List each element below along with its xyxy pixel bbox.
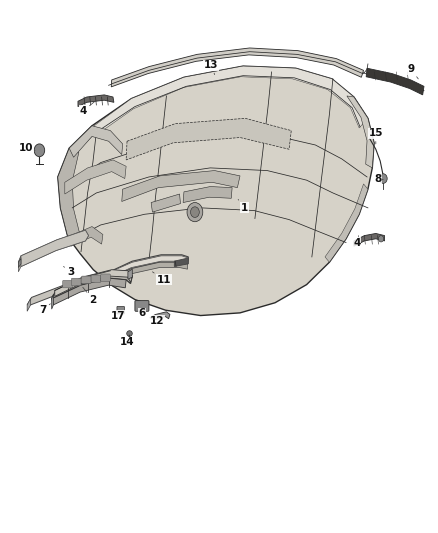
Text: 17: 17 xyxy=(111,311,126,320)
Polygon shape xyxy=(52,294,53,309)
Polygon shape xyxy=(18,230,88,266)
Text: 14: 14 xyxy=(120,335,134,347)
Polygon shape xyxy=(110,256,188,277)
Polygon shape xyxy=(150,312,170,320)
Polygon shape xyxy=(69,126,96,154)
Circle shape xyxy=(34,144,45,157)
FancyBboxPatch shape xyxy=(81,276,91,284)
Polygon shape xyxy=(107,262,187,284)
FancyBboxPatch shape xyxy=(117,306,124,314)
Text: 9: 9 xyxy=(407,64,418,79)
Text: 11: 11 xyxy=(152,272,172,285)
Text: 1: 1 xyxy=(238,199,248,213)
Polygon shape xyxy=(65,160,126,194)
Text: 15: 15 xyxy=(368,128,383,144)
FancyBboxPatch shape xyxy=(135,301,149,311)
Polygon shape xyxy=(69,126,123,157)
Text: 4: 4 xyxy=(353,238,365,247)
Text: 6: 6 xyxy=(139,309,146,318)
Polygon shape xyxy=(21,230,88,266)
Polygon shape xyxy=(122,171,240,201)
Polygon shape xyxy=(52,271,132,298)
Polygon shape xyxy=(128,269,132,279)
Polygon shape xyxy=(58,66,374,316)
Polygon shape xyxy=(18,259,21,268)
Text: 10: 10 xyxy=(19,143,35,153)
Text: 4: 4 xyxy=(80,102,94,116)
FancyBboxPatch shape xyxy=(91,275,101,282)
Polygon shape xyxy=(347,96,374,168)
Polygon shape xyxy=(78,95,114,107)
Polygon shape xyxy=(111,48,364,87)
Polygon shape xyxy=(183,187,232,203)
Polygon shape xyxy=(174,258,188,266)
Circle shape xyxy=(191,207,199,217)
Text: 7: 7 xyxy=(39,304,50,315)
Polygon shape xyxy=(52,278,126,305)
Circle shape xyxy=(378,236,384,242)
Polygon shape xyxy=(55,270,132,296)
Polygon shape xyxy=(18,256,21,272)
FancyBboxPatch shape xyxy=(63,280,72,288)
Circle shape xyxy=(379,174,387,183)
Polygon shape xyxy=(71,227,103,246)
Polygon shape xyxy=(126,118,291,160)
Text: 12: 12 xyxy=(149,316,164,326)
Text: 13: 13 xyxy=(204,60,219,75)
Polygon shape xyxy=(27,281,85,305)
Polygon shape xyxy=(325,184,368,262)
Circle shape xyxy=(187,203,203,222)
Polygon shape xyxy=(27,298,31,311)
Text: 8: 8 xyxy=(374,174,383,183)
Polygon shape xyxy=(151,194,180,212)
Text: 3: 3 xyxy=(64,266,74,277)
Polygon shape xyxy=(366,68,424,95)
FancyBboxPatch shape xyxy=(71,278,81,286)
Text: 2: 2 xyxy=(83,287,96,304)
Polygon shape xyxy=(94,66,368,134)
Polygon shape xyxy=(107,255,188,278)
Polygon shape xyxy=(58,148,80,237)
Polygon shape xyxy=(354,233,385,246)
FancyBboxPatch shape xyxy=(101,274,110,281)
